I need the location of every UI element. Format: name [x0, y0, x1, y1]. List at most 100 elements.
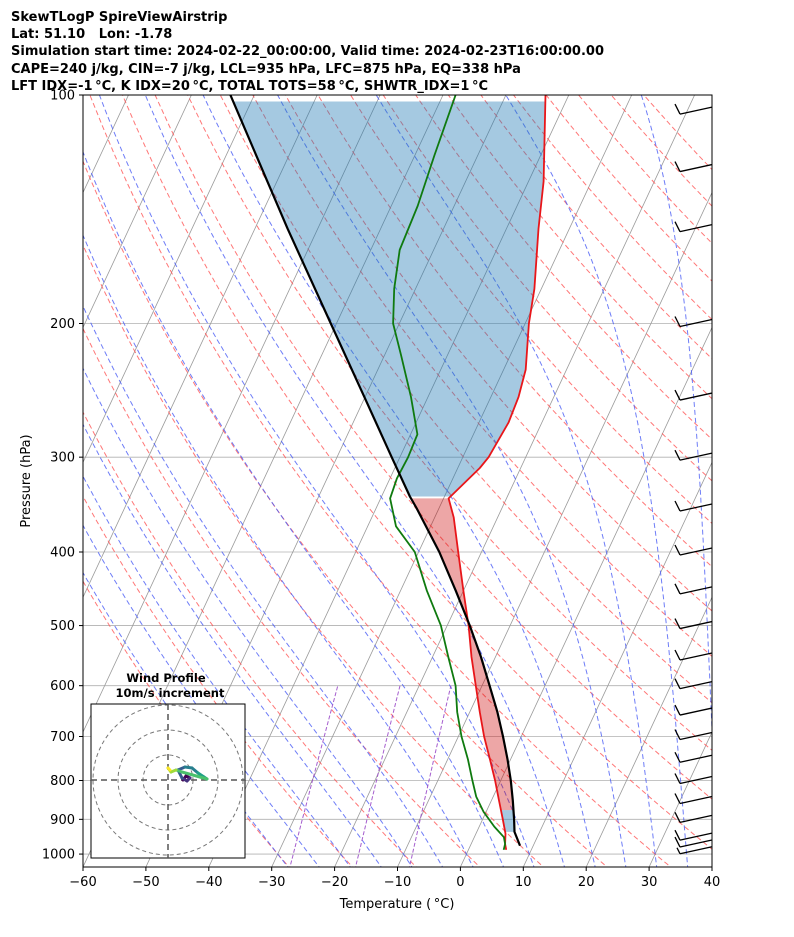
hodograph-segment — [180, 770, 209, 781]
wind-barb-staff — [679, 106, 713, 115]
wind-barb — [676, 846, 713, 855]
wind-barb — [674, 316, 713, 328]
wind-barb-flag — [674, 449, 681, 461]
wind-barb-staff — [679, 839, 713, 848]
y-tick-label: 200 — [50, 317, 75, 332]
parcel-line — [229, 95, 522, 847]
isotherm-line — [648, 731, 712, 867]
x-tick-label: 30 — [641, 875, 658, 890]
isotherm-line — [460, 326, 712, 867]
wind-barb-staff — [679, 452, 713, 461]
wind-barb — [674, 829, 713, 841]
dry-adiabat — [83, 243, 545, 867]
isotherm-line — [83, 95, 192, 329]
wind-barb-staff — [679, 620, 713, 630]
isotherm-line — [83, 95, 381, 734]
x-tick-label: −20 — [321, 875, 348, 890]
dry-adiabat — [83, 160, 608, 867]
wind-barb-flag — [674, 678, 681, 689]
wind-barb — [674, 221, 713, 233]
wind-barb-staff — [679, 224, 713, 233]
wind-barb-flag — [674, 618, 681, 629]
wind-barb-staff — [679, 846, 713, 855]
axis-ticks: −60 −50 −40 −30 −20 −10 0 10 20 30 40 1000 900 800 700… — [42, 89, 720, 891]
inset-title: Wind Profile — [126, 671, 206, 685]
moist-adiabat — [505, 95, 689, 867]
wind-barb-flag — [674, 829, 681, 841]
y-tick-label: 800 — [50, 774, 75, 789]
shading-layer — [233, 101, 546, 832]
isotherm-line — [83, 95, 318, 599]
dry-adiabat — [643, 95, 712, 171]
wind-barb-staff — [679, 318, 713, 328]
dewpoint-line — [389, 95, 506, 851]
x-tick-label: 40 — [704, 875, 721, 890]
wind-barb-staff — [679, 707, 713, 716]
wind-barb — [674, 812, 713, 823]
moist-adiabat — [83, 423, 382, 867]
wind-barb — [674, 704, 713, 716]
wind-barb-staff — [679, 832, 713, 841]
dry-adiabat — [122, 95, 712, 850]
wind-barb-flag — [674, 773, 681, 784]
isotherm-line — [585, 596, 712, 867]
wind-barb-staff — [679, 681, 713, 690]
title-line-station: SkewTLogP SpireViewAirstrip — [11, 10, 228, 25]
temperature-line — [447, 95, 547, 850]
wind-barb-flag — [674, 103, 681, 115]
cin-shading-upper — [233, 101, 546, 497]
title-line-location: Lat: 51.10 Lon: -1.78 — [11, 27, 173, 43]
y-tick-label: 900 — [50, 813, 75, 828]
wind-barb — [674, 793, 713, 805]
x-tick-label: −30 — [258, 875, 285, 890]
isotherm-line — [83, 95, 255, 464]
wind-barb-staff — [679, 731, 713, 741]
isotherm-line — [0, 95, 3, 867]
wind-barb-flag — [674, 812, 681, 823]
moist-adiabat — [640, 95, 712, 739]
dry-adiabat — [284, 95, 712, 612]
y-tick-label: 300 — [50, 451, 75, 466]
wind-barb-staff — [679, 547, 713, 556]
y-tick-label: 400 — [50, 546, 75, 561]
wind-barb-flag — [674, 751, 681, 763]
wind-barb-staff — [679, 503, 713, 512]
wind-barb-staff — [679, 586, 713, 595]
x-tick-label: 20 — [578, 875, 595, 890]
dry-adiabat — [83, 580, 290, 867]
wind-barb — [674, 751, 713, 763]
wind-barb — [674, 729, 713, 741]
mixing-ratio-line — [409, 685, 452, 867]
wind-barb-flag — [674, 583, 681, 595]
wind-barb-staff — [679, 754, 713, 763]
wind-barb-staff — [679, 163, 713, 173]
x-tick-label: −40 — [195, 875, 222, 890]
mixing-ratio-line — [355, 685, 401, 867]
isotherm-line — [397, 191, 712, 867]
isotherm-line — [522, 461, 712, 867]
isotherm-line — [271, 95, 633, 867]
mixing-ratio-line — [289, 685, 339, 867]
dry-adiabat — [415, 95, 712, 441]
wind-barb-staff — [679, 392, 713, 401]
hodograph-segment — [166, 766, 172, 772]
wind-barb-staff — [679, 775, 713, 785]
isotherm-line — [208, 95, 570, 867]
inset-subtitle: 10m/s increment — [116, 686, 225, 700]
wind-barb-flag — [674, 161, 681, 172]
isotherm-line — [334, 95, 695, 867]
dry-adiabat — [578, 95, 712, 244]
y-tick-label: 500 — [50, 619, 75, 634]
wind-barb-flag — [674, 729, 681, 740]
title-line-times: Simulation start time: 2024-02-22_00:00:… — [11, 44, 604, 60]
wind-barb-flag — [674, 221, 681, 232]
y-tick-label: 600 — [50, 679, 75, 694]
wind-barb-flag — [674, 836, 681, 848]
wind-barb-flag — [674, 704, 681, 716]
x-tick-label: 10 — [515, 875, 532, 890]
wind-barb — [674, 836, 713, 848]
wind-barb — [674, 773, 713, 785]
wind-barb — [674, 161, 713, 173]
dry-adiabat — [154, 95, 712, 800]
